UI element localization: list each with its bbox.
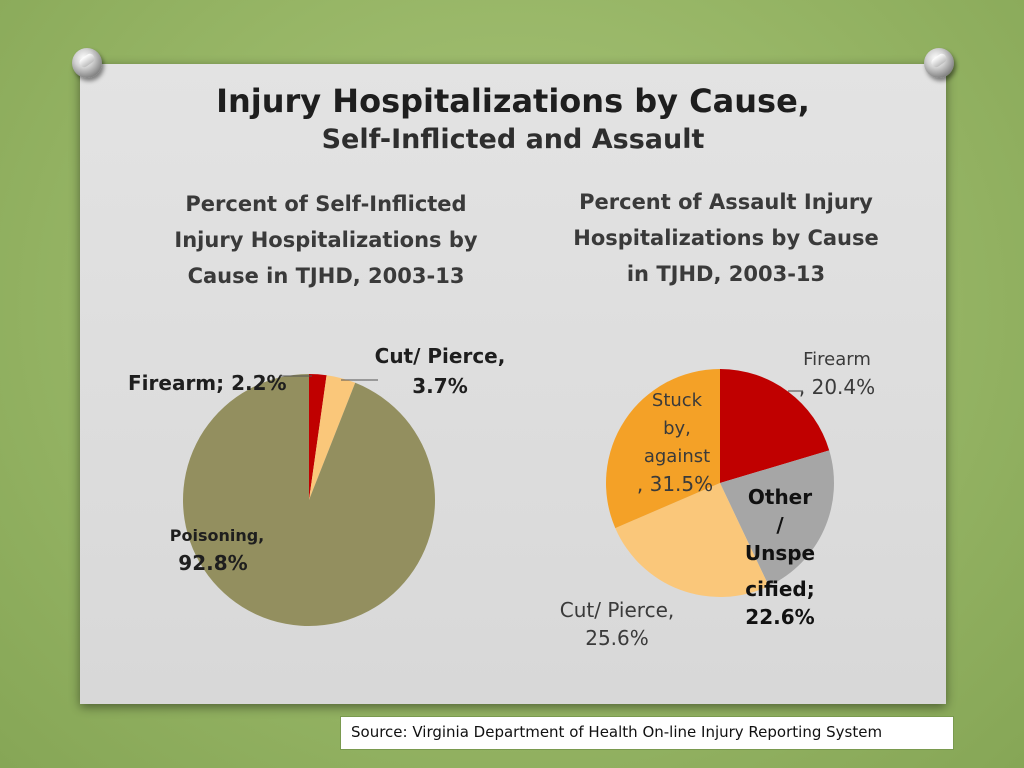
chart2-label-other-line1: Other xyxy=(748,485,812,509)
chart2-label-firearm-line1: Firearm xyxy=(803,349,871,370)
chart1-label-poisoning-line1: Poisoning, xyxy=(170,526,265,545)
chart1-slice-poisoning xyxy=(183,374,436,626)
chart1-slice-cut-pierce xyxy=(309,375,356,500)
chart1-label-firearm: Firearm; 2.2% xyxy=(128,371,287,395)
chart2-slice-firearm xyxy=(720,369,830,483)
chart2-label-stuck-line1: Stuck xyxy=(652,390,703,411)
chart1-title: Percent of Self-Inflicted Injury Hospita… xyxy=(174,192,478,288)
chart2-label-firearm-line2: , 20.4% xyxy=(799,375,875,399)
chart2-label-cut-line2: 25.6% xyxy=(585,626,649,650)
chart2-label-stuck-line2: by, xyxy=(663,418,691,439)
slide-subtitle: Self-Inflicted and Assault xyxy=(321,124,705,155)
chart2-label-other-line3: Unspe xyxy=(745,541,815,565)
chart1-label-cut-line1: Cut/ Pierce, xyxy=(375,344,506,368)
chart2-slice-other-unspecified xyxy=(720,450,835,587)
slide-board xyxy=(80,64,946,704)
source-note: Source: Virginia Department of Health On… xyxy=(340,716,954,750)
slide-title: Injury Hospitalizations by Cause, xyxy=(216,82,810,120)
pushpin-right-icon xyxy=(924,48,954,78)
chart2-label-other-line5: 22.6% xyxy=(745,605,814,629)
chart1-label-cut-line2: 3.7% xyxy=(412,374,467,398)
chart2-label-stuck-line4: , 31.5% xyxy=(637,472,713,496)
chart2-pie xyxy=(606,369,835,598)
chart2-title: Percent of Assault Injury Hospitalizatio… xyxy=(573,190,879,286)
chart2-slice-stuck-by-against xyxy=(606,369,720,529)
chart1-pie xyxy=(183,374,436,626)
chart1-label-poisoning-line2: 92.8% xyxy=(178,551,247,575)
pushpin-left-icon xyxy=(72,48,102,78)
chart2-label-cut-line1: Cut/ Pierce, xyxy=(560,598,675,622)
chart1-slice-firearm xyxy=(309,374,327,500)
chart2-label-other-line4: cified; xyxy=(745,577,814,601)
chart2-slice-cut-pierce xyxy=(615,483,769,598)
chart2-label-stuck-line3: against xyxy=(644,446,710,467)
chart2-label-other-line2: / xyxy=(776,513,784,537)
